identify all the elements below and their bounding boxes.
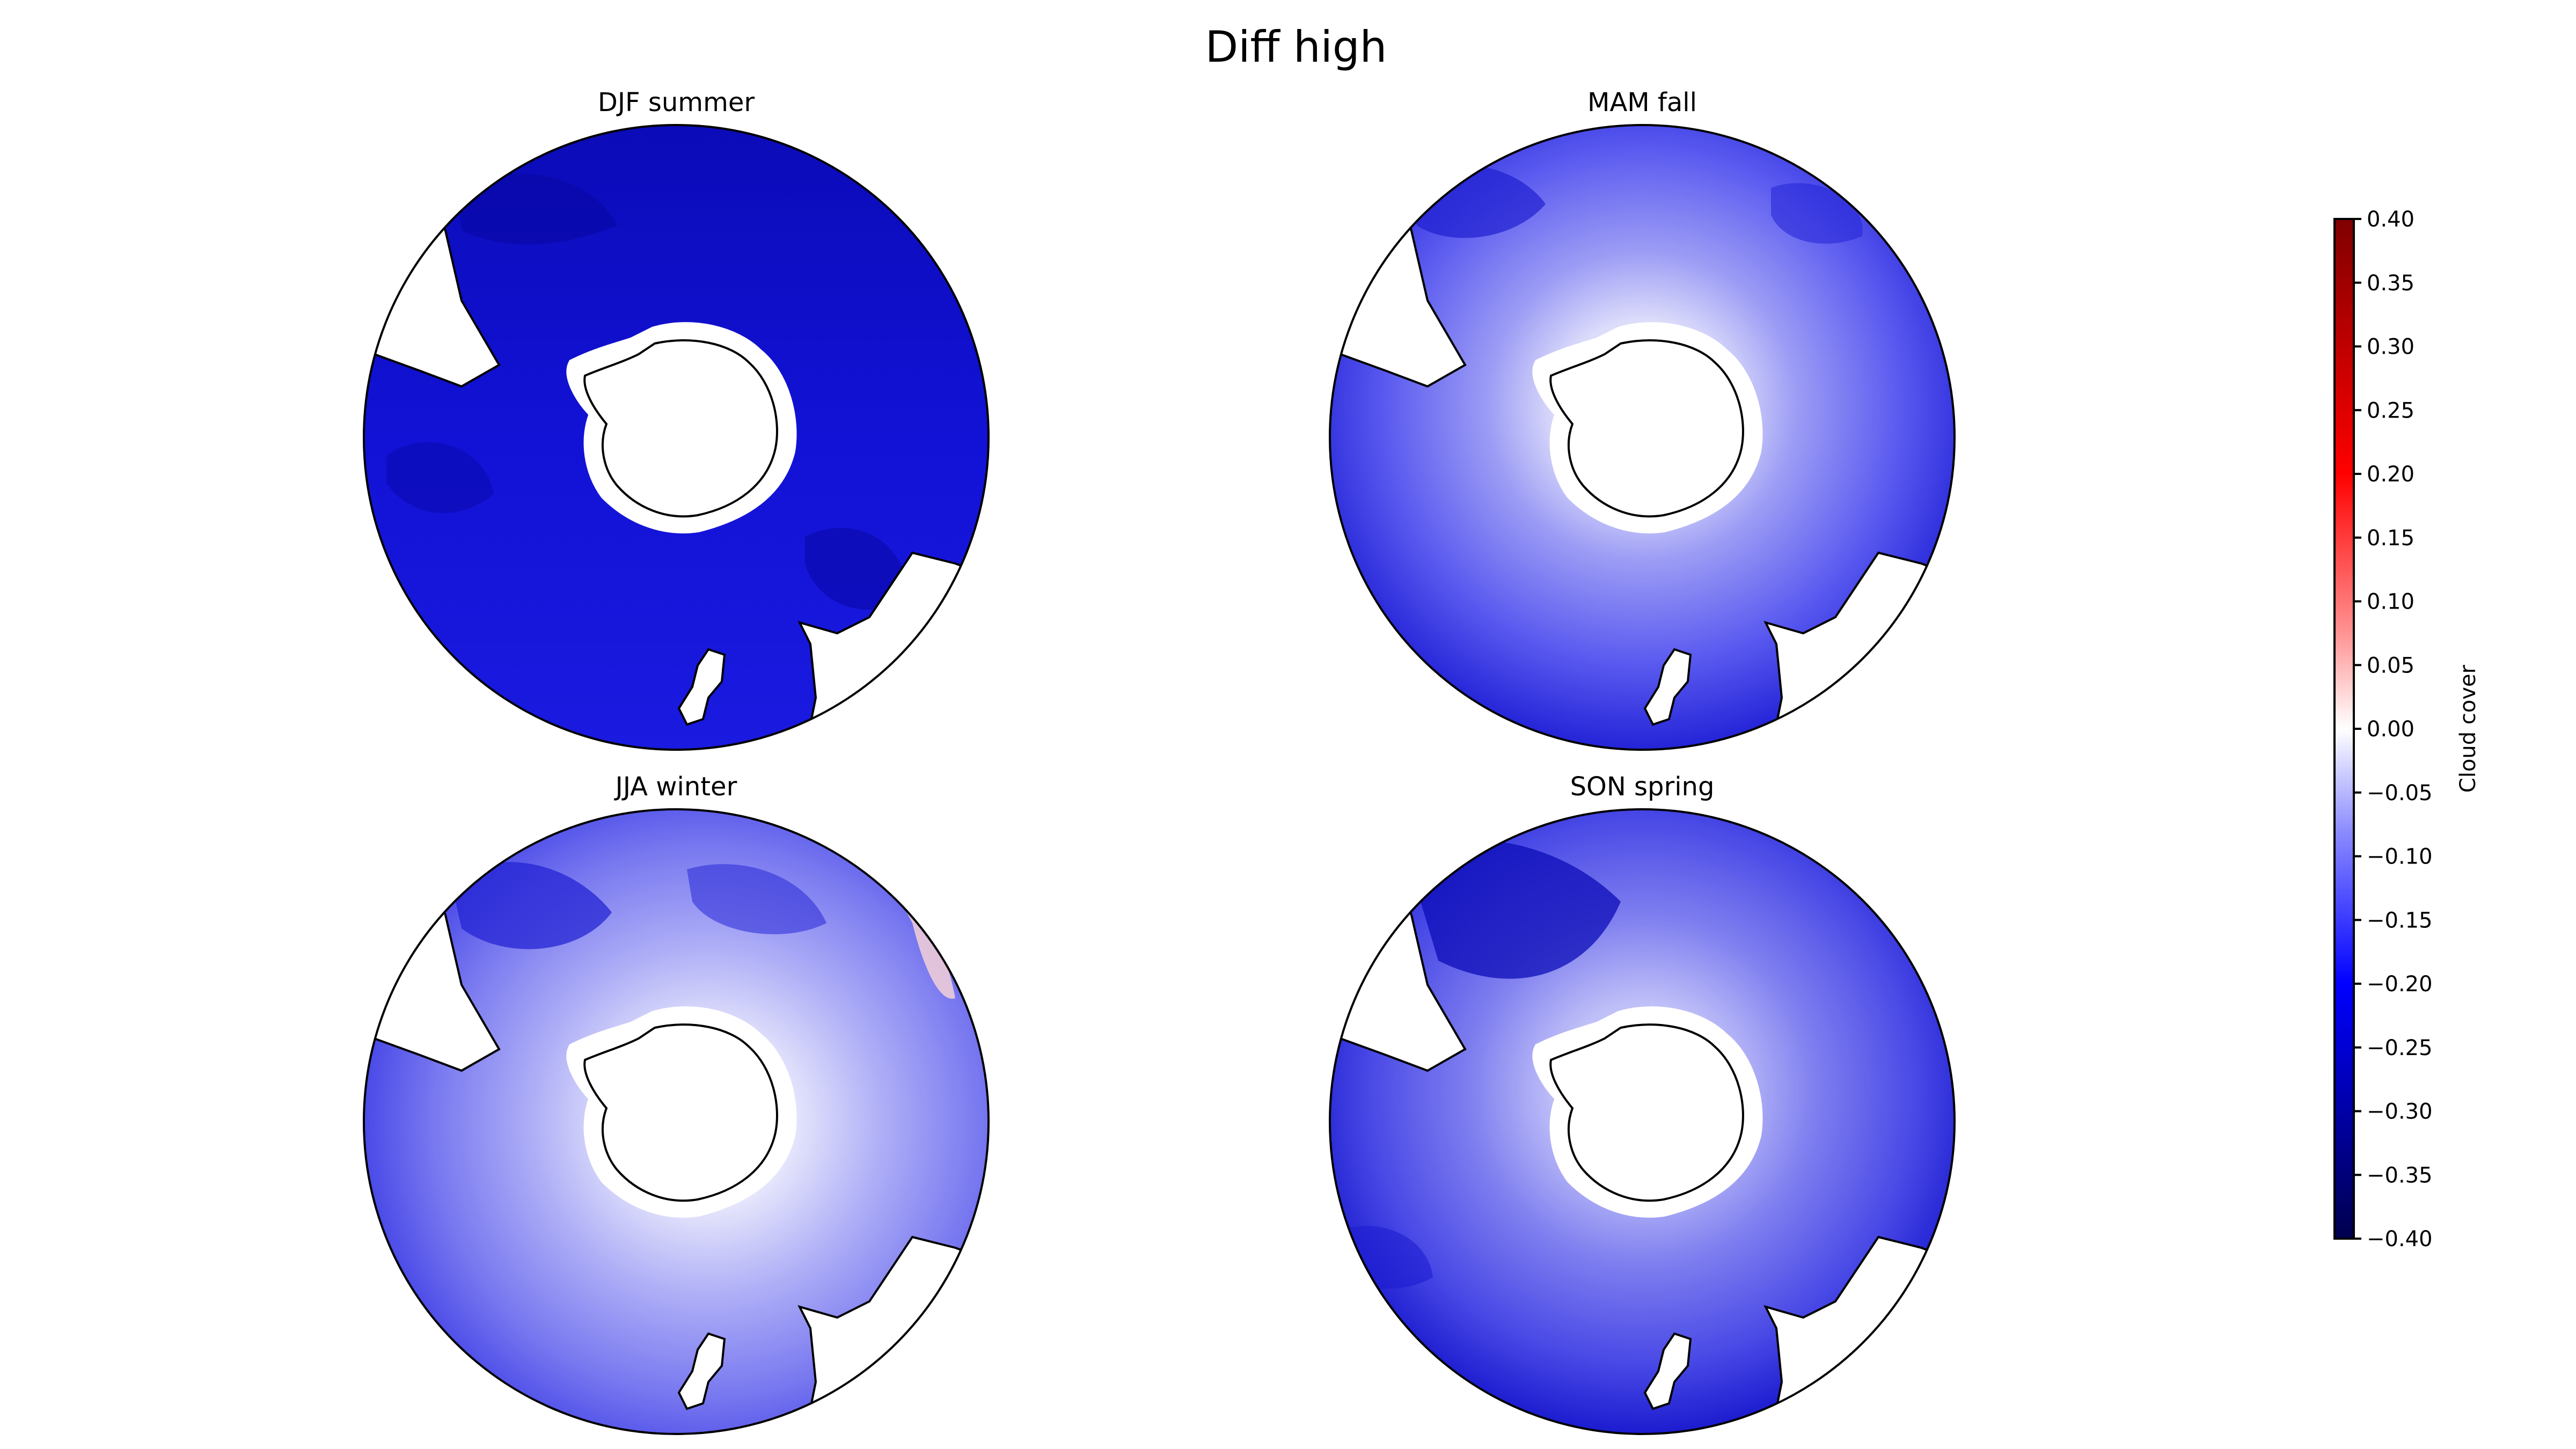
colorbar-gradient (2333, 218, 2355, 1240)
colorbar-ticks: 0.40 0.35 0.30 0.25 0.20 0.15 0.10 0.05 0.00 −0.0… (2354, 207, 2433, 1252)
colorbar-tick-label: 0.00 (2367, 717, 2414, 742)
colorbar-tick-label: −0.25 (2367, 1036, 2433, 1060)
panel-title-jja: JJA winter (614, 772, 737, 802)
coast-new-zealand-djf (677, 648, 726, 726)
colorbar-tick-label: 0.25 (2367, 398, 2414, 423)
colorbar-tick-label: −0.10 (2367, 845, 2433, 869)
map-boundary-jja (363, 808, 990, 1435)
panel-title-djf: DJF summer (598, 87, 755, 118)
panel-title-mam: MAM fall (1587, 87, 1697, 118)
colorbar-tick-label: 0.30 (2367, 335, 2414, 360)
map-boundary-djf (363, 124, 990, 751)
colorbar-tick-label: 0.40 (2367, 207, 2414, 232)
panel-mam-fall: MAM fall (1329, 87, 1956, 751)
panel-title-son: SON spring (1570, 772, 1715, 802)
colorbar-tick-label: −0.15 (2367, 908, 2433, 933)
colorbar-tick-label: 0.20 (2367, 462, 2414, 487)
contour-djf-dark-3 (805, 528, 908, 610)
panel-son-spring: SON spring (1329, 772, 1956, 1435)
panel-djf-summer: DJF summer (363, 87, 990, 751)
map-boundary-son (1329, 808, 1956, 1435)
contour-jja-dark-2 (687, 864, 826, 934)
contour-mam-dark-3 (1342, 657, 1438, 722)
figure-title: Diff high (1205, 22, 1387, 72)
antarctica-coastline-djf (583, 339, 778, 518)
map-boundary-mam (1329, 124, 1956, 751)
colorbar-tick-label: −0.35 (2367, 1163, 2433, 1188)
colorbar-tick-label: −0.30 (2367, 1100, 2433, 1124)
colorbar-tick-label: 0.05 (2367, 653, 2414, 678)
colorbar-label: Cloud cover (2456, 664, 2480, 793)
colorbar-tick-label: 0.15 (2367, 526, 2414, 551)
coast-new-zealand-jja (677, 1332, 726, 1410)
antarctica-coastline-mam (1549, 339, 1744, 518)
contour-jja-dark-1 (451, 862, 612, 949)
contour-son-dark-1 (1406, 839, 1621, 979)
coast-new-zealand-mam (1643, 648, 1692, 726)
colorbar-tick-label: 0.35 (2367, 271, 2414, 296)
colorbar: 0.40 0.35 0.30 0.25 0.20 0.15 0.10 0.05 0.00 −0.0… (2333, 207, 2480, 1252)
contour-mam-dark-2 (1771, 183, 1863, 244)
colorbar-tick-label: 0.10 (2367, 590, 2414, 614)
coast-new-zealand-son (1643, 1332, 1692, 1410)
contour-djf-dark-1 (456, 173, 617, 245)
colorbar-tick-label: −0.20 (2367, 972, 2433, 997)
colorbar-tick-label: −0.40 (2367, 1227, 2433, 1252)
colorbar-tick-label: −0.05 (2367, 781, 2433, 806)
antarctica-coastline-son (1549, 1023, 1744, 1202)
panel-jja-winter: JJA winter (363, 772, 990, 1435)
antarctica-coastline-jja (583, 1023, 778, 1202)
contour-djf-dark-2 (386, 442, 494, 514)
